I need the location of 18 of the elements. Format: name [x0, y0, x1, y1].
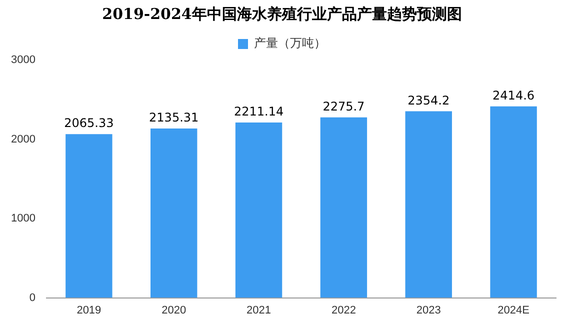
- x-tick-label: 2023: [416, 304, 441, 316]
- y-tick-label: 0: [29, 292, 36, 304]
- data-label: 2065.33: [64, 116, 114, 130]
- y-tick-label: 1000: [10, 212, 36, 225]
- data-label: 2354.2: [408, 93, 450, 108]
- x-tick-label: 2024E: [498, 304, 530, 316]
- data-label: 2135.31: [149, 110, 199, 125]
- data-label: 2414.6: [492, 88, 535, 103]
- data-label: 2275.7: [322, 100, 365, 114]
- y-tick-label: 3000: [10, 54, 36, 66]
- x-tick-label: 2019: [76, 304, 102, 316]
- x-tick-label: 2021: [246, 304, 272, 316]
- x-tick-label: 2022: [331, 304, 356, 316]
- y-tick-label: 2000: [10, 133, 36, 146]
- x-tick-label: 2020: [162, 304, 186, 316]
- data-label: 2211.14: [234, 104, 284, 119]
- chart-title: 2019-2024年中国海水养殖行业产品产量趋势预测图: [102, 4, 462, 23]
- legend-label: 产量（万吨）: [254, 36, 326, 50]
